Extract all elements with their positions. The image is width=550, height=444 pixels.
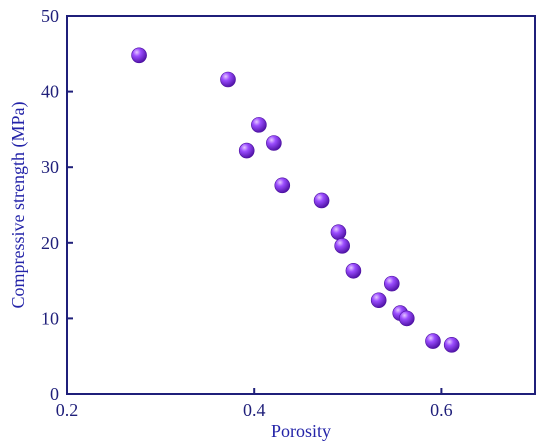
x-tick-label: 0.2 — [56, 400, 79, 420]
data-point — [398, 310, 415, 327]
data-point — [238, 142, 255, 159]
ticks — [66, 15, 443, 395]
data-point — [345, 262, 362, 279]
data-point — [425, 333, 441, 349]
y-axis-title: Compressive strength (MPa) — [8, 102, 29, 309]
data-point — [383, 275, 400, 292]
y-tick-label: 20 — [41, 233, 59, 253]
data-point — [443, 337, 460, 353]
axes — [66, 15, 536, 395]
tick-labels: 0.2 0.4 0.6 0 10 20 30 40 50 — [41, 6, 453, 420]
x-tick-label: 0.4 — [243, 400, 266, 420]
data-points — [131, 47, 460, 353]
data-point — [334, 238, 350, 254]
data-point — [251, 117, 267, 133]
data-point — [131, 47, 147, 64]
data-point — [313, 192, 330, 209]
data-point — [266, 135, 282, 151]
data-point — [220, 71, 236, 88]
y-tick-label: 40 — [41, 82, 59, 102]
y-tick-label: 50 — [41, 6, 59, 26]
data-point — [370, 292, 387, 309]
x-tick-label: 0.6 — [430, 400, 453, 420]
plot-frame — [66, 15, 536, 395]
data-point — [330, 224, 347, 241]
y-tick-label: 10 — [41, 308, 59, 328]
x-axis-title: Porosity — [271, 421, 331, 441]
y-tick-label: 0 — [50, 384, 59, 404]
y-tick-label: 30 — [41, 157, 59, 177]
data-point — [274, 177, 291, 194]
